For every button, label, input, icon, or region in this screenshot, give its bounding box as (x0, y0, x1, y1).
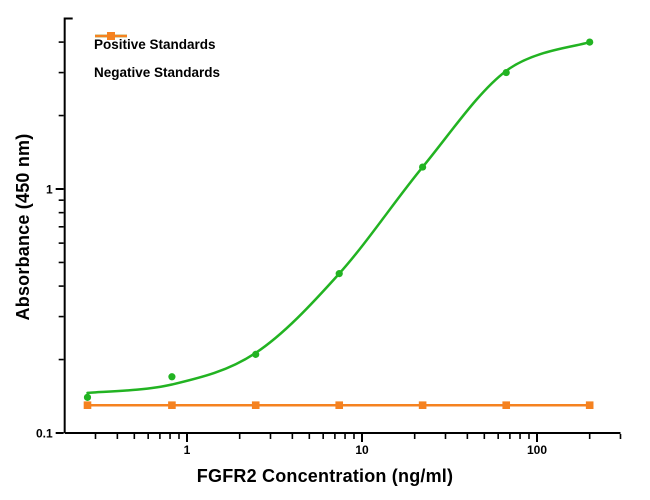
data-point-circle (586, 38, 594, 46)
series-positive-standards (83, 38, 594, 401)
data-point-square (335, 401, 344, 409)
legend: Positive Standards Negative Standards (94, 30, 220, 86)
data-series (83, 38, 594, 409)
data-point-circle (502, 68, 510, 77)
fit-curve (86, 40, 591, 395)
y-tick-label: 1 (46, 183, 53, 197)
x-tick-label: 100 (527, 443, 547, 457)
data-point-square (585, 401, 594, 409)
y-axis-title: Absorbance (450 nm) (13, 133, 33, 321)
x-tick-label: 10 (355, 443, 369, 457)
data-point-square (83, 401, 92, 409)
data-point-circle (83, 393, 92, 401)
y-axis-line (63, 17, 73, 433)
data-point-square (418, 401, 427, 409)
legend-label-negative-standards: Negative Standards (94, 64, 221, 80)
data-point-circle (419, 163, 427, 171)
data-point-square (168, 401, 176, 409)
data-point-circle (168, 373, 176, 381)
negative-series-line-square-icon (95, 32, 127, 40)
legend-label-positive-standards: Positive Standards (94, 36, 216, 52)
data-point-square (502, 401, 511, 409)
axis-tick-labels: 1 10 100 1 0.1 (36, 183, 547, 458)
data-point-circle (252, 350, 260, 358)
x-tick-label: 1 (184, 443, 191, 457)
axis-ticks (55, 41, 622, 442)
y-tick-label: 0.1 (36, 427, 53, 441)
data-point-square (251, 401, 260, 409)
series-negative-standards (83, 401, 594, 409)
data-point-circle (335, 270, 343, 278)
x-axis-title: FGFR2 Concentration (ng/ml) (196, 466, 454, 486)
legend-item-negative-standards: Negative Standards (94, 32, 221, 86)
axes (63, 17, 621, 434)
